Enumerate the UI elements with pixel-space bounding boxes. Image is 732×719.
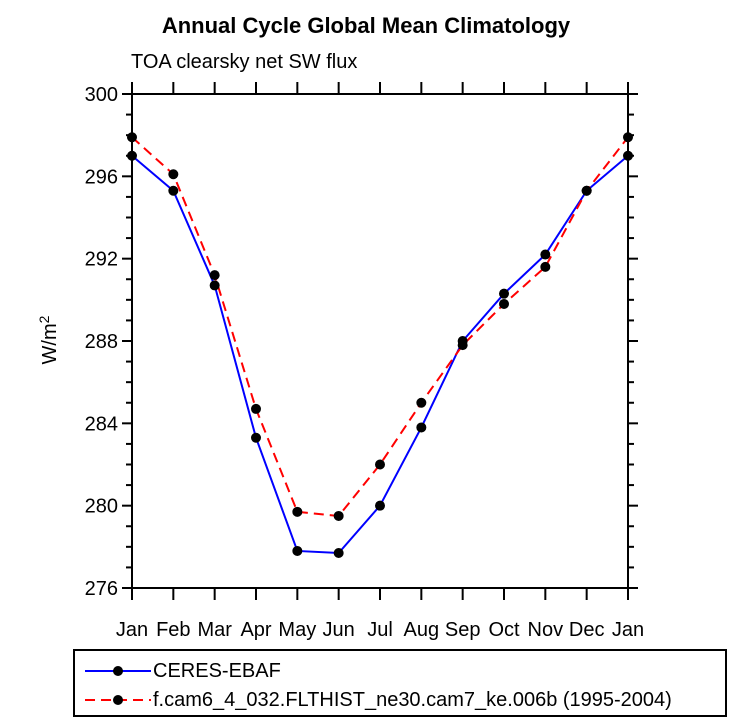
legend-marker [113, 694, 123, 705]
y-tick-label: 300 [85, 84, 118, 106]
x-tick-label: Aug [404, 619, 440, 641]
data-point-marker [127, 132, 137, 143]
x-tick-label: Sep [445, 619, 481, 641]
series-line-0 [131, 154, 629, 555]
data-point-marker [540, 249, 551, 260]
chart-subtitle: TOA clearsky net SW flux [131, 51, 358, 73]
x-tick-label: Jan [116, 619, 148, 641]
data-point-marker [540, 261, 551, 272]
data-point-marker [168, 169, 179, 180]
series-lines [131, 136, 629, 555]
data-point-marker [375, 459, 385, 470]
data-point-marker [499, 288, 509, 299]
x-tick-label: Mar [197, 619, 232, 641]
legend-line-sample-dashed [85, 694, 151, 705]
x-tick-label: Dec [569, 619, 605, 641]
data-point-marker [292, 506, 303, 517]
y-axis-label: W/m2 [36, 315, 61, 364]
x-tick-label: Jun [323, 619, 355, 641]
x-tick-label: Jul [367, 619, 393, 641]
data-point-marker [375, 500, 385, 511]
series-line-1 [131, 136, 629, 518]
data-point-marker [251, 403, 261, 414]
y-axis-ticks: 276 280 284 288 292 296 300 [85, 84, 638, 600]
series-markers [127, 132, 633, 559]
y-tick-label: 292 [85, 249, 118, 271]
legend-item-ceres-ebaf: CERES-EBAF [83, 656, 725, 685]
x-tick-label: May [278, 619, 316, 641]
legend-line-sample-solid [85, 665, 151, 676]
data-point-marker [581, 185, 592, 196]
data-point-marker [623, 132, 633, 143]
legend-box: CERES-EBAF f.cam6_4_032.FLTHIST_ne30.cam… [73, 649, 727, 717]
x-tick-label: Jan [612, 619, 644, 641]
data-point-marker [209, 280, 220, 291]
x-tick-label: Apr [240, 619, 271, 641]
legend-label-model: f.cam6_4_032.FLTHIST_ne30.cam7_ke.006b (… [153, 688, 672, 711]
x-tick-label: Nov [528, 619, 564, 641]
chart-title: Annual Cycle Global Mean Climatology [161, 13, 571, 38]
data-point-marker [499, 298, 509, 309]
x-axis-ticks: Jan Feb Mar Apr May Jun Jul Aug Sep Oct Nov Dec Jan [116, 82, 644, 641]
x-tick-label: Oct [488, 619, 520, 641]
data-point-marker [209, 270, 220, 281]
data-point-marker [623, 150, 633, 161]
y-tick-label: 276 [85, 578, 118, 600]
data-point-marker [292, 545, 303, 556]
data-point-marker [333, 510, 344, 521]
data-point-marker [416, 422, 427, 433]
data-point-marker [416, 397, 427, 408]
data-point-marker [168, 185, 179, 196]
data-point-marker [127, 150, 137, 161]
y-tick-label: 280 [85, 496, 118, 518]
y-tick-label: 284 [85, 413, 118, 435]
y-tick-label: 288 [85, 331, 118, 353]
y-axis-label-exponent: 2 [36, 315, 52, 323]
legend-label-ceres-ebaf: CERES-EBAF [153, 659, 281, 682]
x-tick-label: Feb [156, 619, 190, 641]
data-point-marker [251, 432, 261, 443]
data-point-marker [457, 340, 468, 351]
legend-item-model: f.cam6_4_032.FLTHIST_ne30.cam7_ke.006b (… [83, 685, 725, 714]
data-point-marker [333, 548, 344, 559]
y-tick-label: 296 [85, 166, 118, 188]
legend-marker [113, 665, 123, 676]
plot-frame [131, 93, 629, 589]
